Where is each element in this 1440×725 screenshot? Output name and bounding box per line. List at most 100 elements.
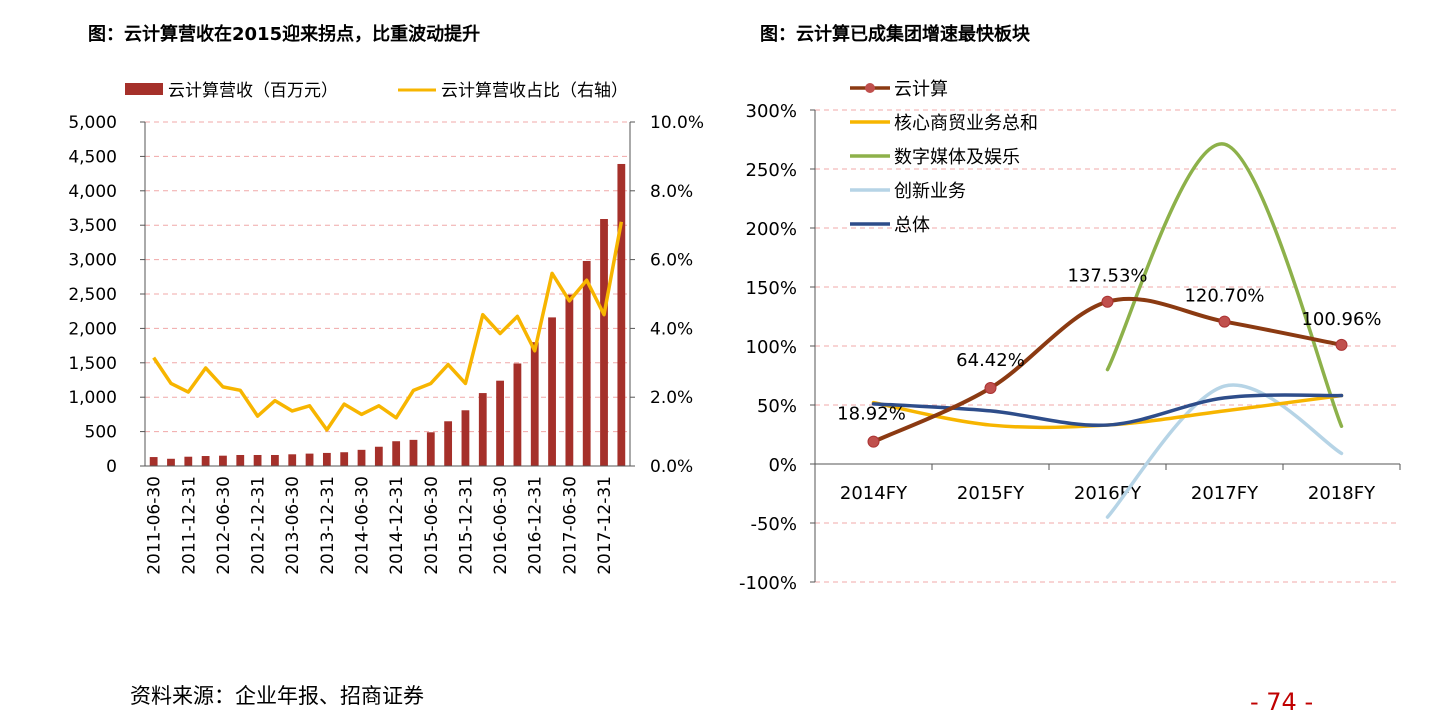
bar <box>219 455 227 466</box>
legend-label: 总体 <box>894 215 930 236</box>
data-label: 120.70% <box>1184 286 1264 307</box>
y-right-tick-label: 4.0% <box>650 319 693 339</box>
chart-right: 300% 250% 200% 150% 100% 50% 0% -50% -100% 2014FY… <box>739 79 1401 594</box>
bar <box>426 432 435 466</box>
y-right-tick-label: 0.0% <box>650 457 693 477</box>
x-tick-label: 2014-12-31 <box>387 476 407 575</box>
x-tick-label: 2016-06-30 <box>491 476 511 575</box>
bar <box>253 454 262 466</box>
chart-right-title: 图：云计算已成集团增速最快板块 <box>760 24 1030 45</box>
y-tick-label: -50% <box>750 514 797 535</box>
legend-label-bar: 云计算营收（百万元） <box>168 81 338 101</box>
y-tick-label: 4,000 <box>68 182 117 202</box>
y-tick-label: 100% <box>746 337 797 358</box>
data-point <box>1101 295 1114 308</box>
y-tick-label: 0 <box>106 457 117 477</box>
legend-label: 核心商贸业务总和 <box>894 113 1038 134</box>
y-tick-label: 0% <box>768 455 797 476</box>
bar <box>548 317 556 466</box>
bar <box>288 454 297 466</box>
legend-marker <box>865 83 875 93</box>
x-tick-label: 2014-06-30 <box>353 476 373 575</box>
bar <box>305 453 314 466</box>
y-tick-label: 300% <box>746 101 797 122</box>
line-series-2 <box>1105 142 1344 428</box>
bar <box>513 363 522 466</box>
data-point <box>984 381 997 394</box>
bar <box>149 457 158 466</box>
y-tick-label: 500 <box>85 423 117 443</box>
bar <box>271 454 279 466</box>
x-tick-label: 2014FY <box>840 483 908 504</box>
chart-left: 云计算营收（百万元） 云计算营收占比（右轴） 0 500 1,000 1,500 2,000… <box>68 81 704 575</box>
data-label: 64.42% <box>956 350 1025 371</box>
line-series-ratio <box>152 221 624 432</box>
y-tick-label: 150% <box>746 278 797 299</box>
source-note: 资料来源：企业年报、招商证券 <box>130 684 424 708</box>
bar <box>565 294 574 466</box>
bar <box>236 454 245 466</box>
y-tick-label: 2,000 <box>68 319 117 339</box>
data-point <box>867 435 880 448</box>
y-tick-label: 1,000 <box>68 388 117 408</box>
legend-label: 数字媒体及娱乐 <box>894 147 1020 168</box>
bar <box>167 458 175 466</box>
x-tick-label: 2013-12-31 <box>318 476 338 575</box>
x-tick-label: 2017-06-30 <box>560 476 580 575</box>
y-tick-label: 2,500 <box>68 285 117 305</box>
page-number: - 74 - <box>1250 688 1314 716</box>
y-right-tick-label: 8.0% <box>650 182 693 202</box>
y-right-tick-label: 10.0% <box>650 113 704 133</box>
y-tick-label: 4,500 <box>68 147 117 167</box>
bar <box>444 421 453 466</box>
x-tick-label: 2015-12-31 <box>456 476 476 575</box>
y-right-tick-label: 6.0% <box>650 251 693 271</box>
data-point <box>1335 338 1348 351</box>
bar <box>409 439 418 466</box>
bar <box>461 410 470 466</box>
x-tick-label: 2013-06-30 <box>283 476 303 575</box>
y-tick-label: 5,000 <box>68 113 117 133</box>
x-tick-label: 2016-12-31 <box>526 476 546 575</box>
y-tick-label: 3,000 <box>68 251 117 271</box>
legend-label-line: 云计算营收占比（右轴） <box>441 81 628 101</box>
line-series-3 <box>1105 383 1344 519</box>
bar <box>184 456 193 466</box>
bar <box>340 452 349 466</box>
x-tick-label: 2011-12-31 <box>179 476 199 575</box>
data-label: 18.92% <box>837 404 906 425</box>
x-tick-label: 2017FY <box>1191 483 1259 504</box>
y-tick-label: -100% <box>739 573 797 594</box>
bar <box>478 393 487 466</box>
x-tick-label: 2012-06-30 <box>214 476 234 575</box>
legend-label: 创新业务 <box>894 181 966 202</box>
data-point <box>1218 315 1231 328</box>
bar <box>617 163 626 466</box>
x-tick-label: 2016FY <box>1074 483 1142 504</box>
y-tick-label: 3,500 <box>68 216 117 236</box>
data-label: 137.53% <box>1067 266 1147 287</box>
x-tick-label: 2015-06-30 <box>422 476 442 575</box>
bar <box>582 260 591 466</box>
x-tick-label: 2012-12-31 <box>249 476 269 575</box>
bar <box>374 446 383 466</box>
y-tick-label: 1,500 <box>68 354 117 374</box>
x-tick-label: 2011-06-30 <box>145 476 165 575</box>
y-tick-label: 50% <box>757 396 797 417</box>
x-tick-label: 2018FY <box>1308 483 1376 504</box>
legend-swatch-bar <box>125 83 163 95</box>
x-tick-label: 2017-12-31 <box>595 476 615 575</box>
bar <box>496 380 504 466</box>
bar <box>392 441 401 466</box>
bar <box>322 452 331 466</box>
bar <box>600 219 608 466</box>
legend-label: 云计算 <box>894 79 948 100</box>
bar <box>530 342 539 466</box>
x-tick-label: 2015FY <box>957 483 1025 504</box>
y-right-tick-label: 2.0% <box>650 388 693 408</box>
y-tick-label: 250% <box>746 160 797 181</box>
data-label: 100.96% <box>1301 309 1381 330</box>
bar <box>357 449 366 466</box>
chart-left-title: 图：云计算营收在2015迎来拐点，比重波动提升 <box>88 24 481 45</box>
bar <box>201 456 210 466</box>
